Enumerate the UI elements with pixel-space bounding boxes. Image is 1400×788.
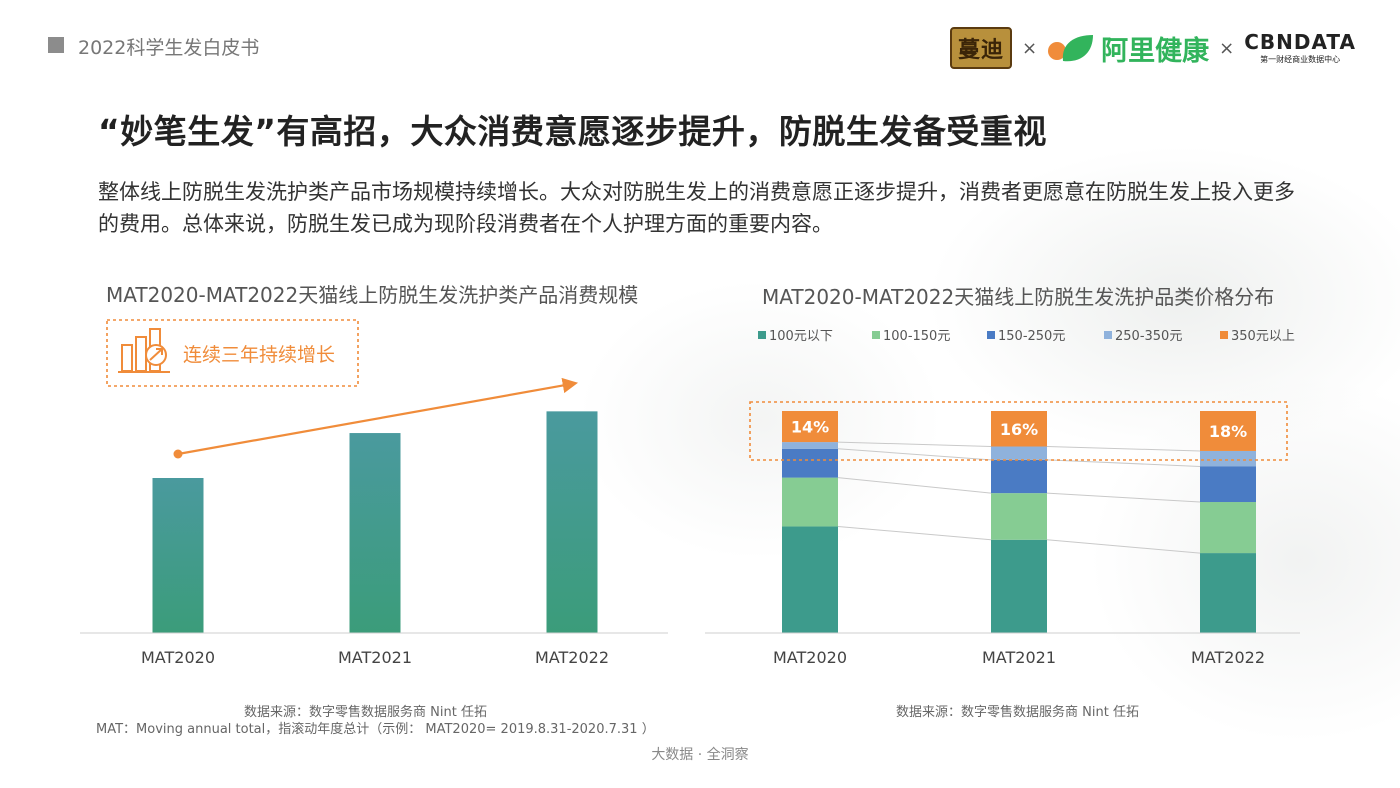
legend-label: 150-250元 [998,329,1065,344]
legend-swatch [872,331,880,339]
separator-1: × [1022,37,1038,59]
series-connector-line [1046,459,1201,467]
x-tick-label: MAT2021 [982,648,1056,667]
right-chart-title: MAT2020-MAT2022天猫线上防脱生发洗护品类价格分布 [762,285,1275,309]
premium-share-label: 14% [791,418,829,437]
segment-mat2020-0 [782,526,838,633]
x-tick-label: MAT2020 [141,648,215,667]
alihealth-logo: 阿里健康 [1047,29,1209,68]
growth-trend-start-dot [173,449,183,459]
segment-mat2022-0 [1200,553,1256,633]
page-headline: “妙笔生发”有高招，大众消费意愿逐步提升，防脱生发备受重视 [98,112,1047,151]
segment-mat2022-4 [1200,411,1256,451]
page-description: 整体线上防脱生发洗护类产品市场规模持续增长。大众对防脱生发上的消费意愿正逐步提升… [98,180,1295,236]
segment-mat2021-3 [991,446,1047,460]
segment-mat2021-4 [991,411,1047,447]
premium-share-label: 16% [1000,420,1038,439]
left-chart-source: 数据来源：数字零售数据服务商 Nint 任拓 [244,705,487,720]
right-stacked-bar-chart: 100元以下 100-150元 150-250元 250-350元 350元以上 14%… [705,329,1300,667]
left-chart-mat-note: MAT：Moving annual total，指滚动年度总计（示例： MAT2… [96,722,655,737]
section-marker [48,37,64,53]
left-chart-title: MAT2020-MAT2022天猫线上防脱生发洗护类产品消费规模 [106,283,639,307]
legend-swatch [758,331,766,339]
series-connector-line [837,448,992,461]
legend-label: 100元以下 [769,329,833,344]
segment-mat2022-1 [1200,502,1256,554]
bar-mat2021 [349,433,401,633]
series-connector-line [837,525,992,541]
series-connector-line [1046,492,1201,503]
legend-label: 100-150元 [883,329,950,344]
bar-mat2022 [546,411,598,633]
alihealth-leaf-icon [1048,35,1094,62]
series-connector-line [1046,539,1201,554]
premium-share-label: 18% [1209,422,1247,441]
series-connector-line [837,477,992,494]
segment-mat2020-3 [782,442,838,449]
segment-mat2020-4 [782,411,838,443]
cbndata-logo: CBNDATA 第一财经商业数据中心 [1244,32,1356,64]
segment-mat2022-3 [1200,450,1256,467]
legend-label: 250-350元 [1115,329,1182,344]
x-tick-label: MAT2021 [338,648,412,667]
alihealth-logo-text: 阿里健康 [1101,35,1210,67]
segment-mat2022-2 [1200,466,1256,503]
x-tick-label: MAT2020 [773,648,847,667]
footer-tagline: 大数据 · 全洞察 [651,747,749,763]
legend-swatch [1220,331,1228,339]
series-connector-line [1046,446,1201,452]
mandi-logo: 蔓迪 [950,27,1013,69]
report-title: 2022科学生发白皮书 [78,37,260,59]
partner-logos: 蔓迪 × 阿里健康 × CBNDATA 第一财经商业数据中心 [950,27,1356,69]
x-tick-label: MAT2022 [535,648,609,667]
right-chart-source: 数据来源：数字零售数据服务商 Nint 任拓 [896,705,1139,720]
segment-mat2021-1 [991,493,1047,540]
x-tick-label: MAT2022 [1191,648,1265,667]
left-bar-chart: 连续三年持续增长 MAT2020 MAT2021 MAT2022 [80,319,668,667]
growth-trend-arrow [177,377,579,456]
legend-swatch [987,331,995,339]
segment-mat2020-2 [782,448,838,478]
growth-chart-icon [118,328,170,373]
premium-highlight-box [749,401,1288,461]
growth-annotation-text: 连续三年持续增长 [183,344,335,366]
legend-label: 350元以上 [1231,329,1295,344]
cbndata-logo-subtitle: 第一财经商业数据中心 [1260,55,1341,64]
cbndata-logo-text: CBNDATA [1244,30,1356,54]
separator-2: × [1219,37,1235,59]
legend-swatch [1104,331,1112,339]
segment-mat2021-2 [991,459,1047,494]
series-connector-line [837,441,992,448]
segment-mat2020-1 [782,477,838,527]
bar-mat2020 [152,478,204,633]
segment-mat2021-0 [991,539,1047,633]
